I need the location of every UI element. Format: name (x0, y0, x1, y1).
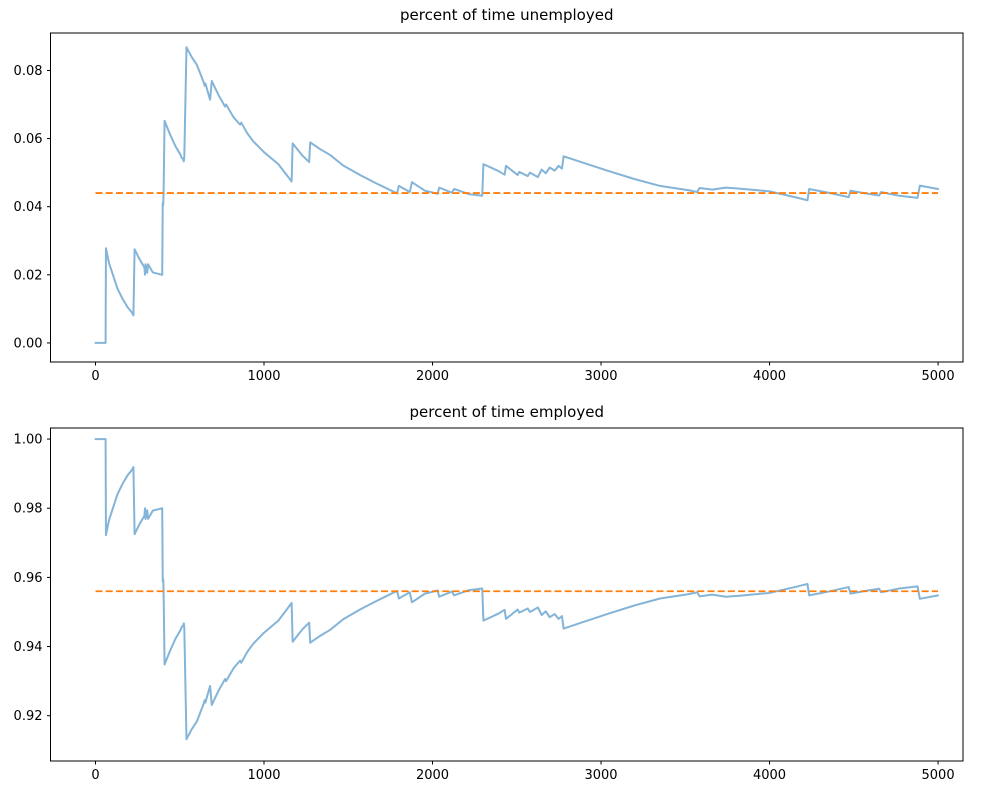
y-tick-label: 0.02 (14, 268, 43, 283)
y-tick-label: 0.06 (14, 132, 43, 147)
axes-frame-employed (50, 427, 964, 762)
y-tick-label: 0.92 (14, 709, 43, 724)
x-tick-label: 1000 (247, 369, 280, 384)
x-tick-label: 0 (91, 768, 99, 783)
axes-employed-plot: percent of time employed 0 1000 2000 3000 40… (14, 403, 964, 783)
y-tick-label: 0.04 (14, 200, 43, 215)
x-tick-label: 2000 (416, 369, 449, 384)
x-tick-label: 0 (91, 369, 99, 384)
x-tick-label: 3000 (584, 369, 617, 384)
series-line (94, 438, 940, 741)
axes-unemployed-plot: percent of time unemployed 0 1000 2000 3000… (14, 6, 964, 384)
x-tick-label: 4000 (753, 369, 786, 384)
y-tick-label: 0.94 (14, 640, 43, 655)
plot-title-unemployed: percent of time unemployed (400, 6, 613, 24)
x-tick-label: 5000 (922, 768, 955, 783)
x-tick-label: 4000 (753, 768, 786, 783)
content-layer-unemployed (94, 46, 940, 344)
x-tick-label: 2000 (416, 768, 449, 783)
x-tick-label: 5000 (922, 369, 955, 384)
content-layer-employed (94, 438, 940, 741)
y-tick-label: 0.00 (14, 336, 43, 351)
tick-layer-employed: 0 1000 2000 3000 4000 5000 1.00 0.98 0.96 0.94 0.9… (14, 433, 955, 783)
y-tick-label: 1.00 (14, 433, 43, 448)
tick-layer-unemployed: 0 1000 2000 3000 4000 5000 0.00 0.02 0.04 0.06 0.0… (14, 64, 955, 384)
series-line (94, 46, 940, 344)
y-tick-label: 0.98 (14, 502, 43, 517)
y-tick-label: 0.08 (14, 64, 43, 79)
axes-frame-unemployed (50, 32, 964, 363)
x-tick-label: 1000 (247, 768, 280, 783)
plot-title-employed: percent of time employed (410, 403, 604, 421)
x-tick-label: 3000 (584, 768, 617, 783)
y-tick-label: 0.96 (14, 571, 43, 586)
